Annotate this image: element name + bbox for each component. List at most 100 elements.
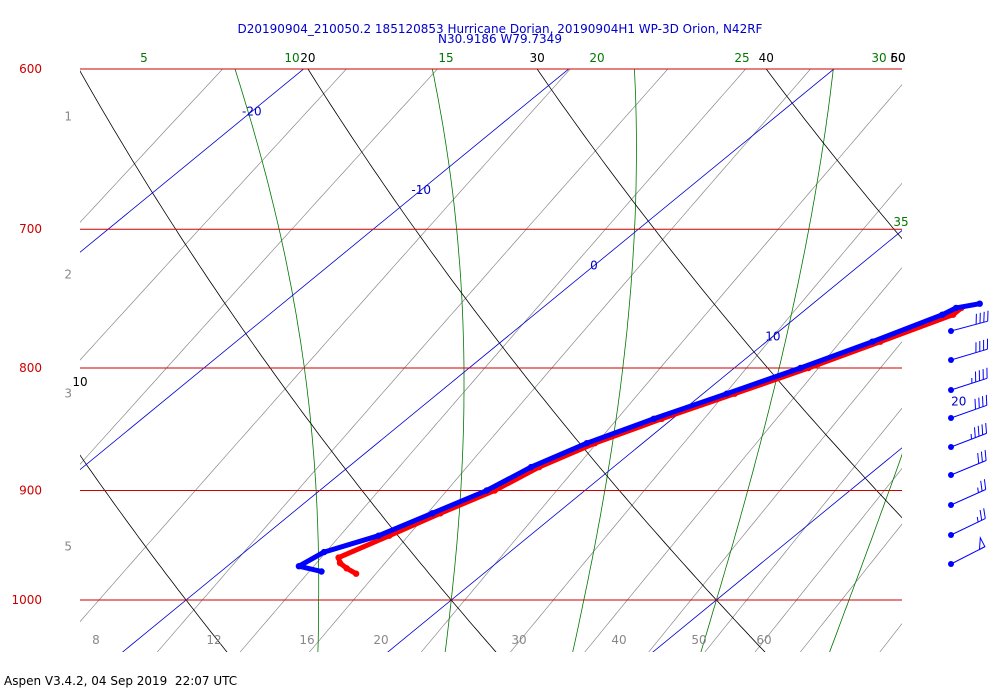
- footer-version: Aspen V3.4.2, 04 Sep 2019 22:07 UTC: [4, 674, 238, 688]
- wind-barb: [948, 394, 988, 421]
- mixing-ratio-line: [648, 341, 902, 652]
- moist-adiabat-label: 20: [589, 51, 604, 65]
- wind-barb-flag: [978, 535, 986, 551]
- isotherm-line: [387, 230, 902, 652]
- dewpoint-point: [583, 440, 590, 447]
- wind-barb: [948, 422, 987, 450]
- bottom-tick-label: 20: [373, 633, 388, 647]
- isotherm-label: -10: [411, 183, 431, 197]
- wind-barb-feather: [982, 396, 984, 407]
- mixing-ratio-line: [420, 84, 902, 652]
- wind-barb-feather: [983, 508, 986, 519]
- bottom-tick-label: 40: [611, 633, 626, 647]
- bottom-tick-label: 30: [511, 633, 526, 647]
- dewpoint-point: [650, 415, 657, 422]
- wind-barb-feather: [974, 427, 976, 438]
- height-tick-label: 5: [64, 540, 72, 554]
- wind-barb: [948, 338, 988, 363]
- temperature-line: [336, 305, 964, 577]
- temperature-point: [949, 311, 957, 318]
- wind-barb: [948, 310, 989, 334]
- sounding-series: [295, 300, 983, 577]
- dry-adiabat-label: 40: [759, 51, 774, 65]
- pressure-tick-label: 1000: [11, 593, 42, 607]
- dewpoint-point: [318, 568, 325, 575]
- dewpoint-point: [939, 311, 946, 318]
- isotherm-line: [652, 447, 902, 652]
- dry-adiabat-label: 20: [300, 51, 315, 65]
- mixing-ratio-line: [509, 182, 902, 652]
- wind-barb-feather: [977, 425, 980, 437]
- dry-adiabat-label: 50: [890, 51, 905, 65]
- wind-barb-feather: [979, 509, 983, 521]
- dry-adiabat-line: [80, 70, 497, 652]
- isotherm-label: 20: [951, 394, 966, 408]
- wind-barb-feather: [985, 394, 988, 406]
- wind-barb-feather: [974, 398, 976, 410]
- mixing-ratio-line: [80, 69, 571, 623]
- mixing-ratio-line: [308, 69, 811, 652]
- isotherm-line: [80, 69, 305, 253]
- wind-barb-feather: [985, 422, 987, 434]
- dry-adiabat-label: 10: [72, 375, 87, 389]
- temperature-point: [336, 559, 344, 567]
- mixing-ratio-line: [80, 69, 438, 465]
- wind-barb-shaft: [950, 489, 986, 506]
- mixing-ratio-line: [80, 69, 224, 223]
- dewpoint-point: [952, 304, 960, 312]
- wind-barb-shaft: [950, 404, 987, 419]
- dewpoint-point: [869, 338, 876, 345]
- wind-barb: [948, 367, 988, 393]
- mixing-ratio-line: [584, 267, 902, 652]
- temperature-point: [335, 554, 342, 561]
- height-tick-label: 3: [64, 387, 72, 401]
- wind-barb-feather: [978, 397, 980, 409]
- wind-barb-half-feather: [976, 516, 979, 523]
- moist-adiabat-label: 5: [140, 51, 148, 65]
- chart-title: D20190904_210050.2 185120853 Hurricane D…: [238, 22, 763, 36]
- wind-barb-feather: [980, 480, 983, 492]
- isotherm-line: [122, 69, 835, 652]
- dry-adiabat-line: [765, 69, 902, 240]
- dewpoint-point: [295, 563, 303, 570]
- mixing-ratio-line: [156, 69, 669, 652]
- moist-adiabat-label: 15: [438, 51, 453, 65]
- chart-subtitle: N30.9186 W79.7349: [438, 32, 562, 46]
- wind-barb-shaft: [950, 377, 988, 391]
- moist-adiabat-line: [572, 69, 637, 652]
- isotherm-line: [0, 0, 5, 699]
- moist-adiabat-label: 35: [893, 215, 908, 229]
- bottom-tick-label: 8: [92, 633, 100, 647]
- isotherm-line: [861, 0, 1000, 699]
- pressure-tick-label: 900: [19, 483, 42, 497]
- wind-barb-shaft: [950, 460, 987, 476]
- mixing-ratio-line: [799, 523, 902, 652]
- mixing-ratio-line: [239, 69, 747, 652]
- dewpoint-point: [976, 300, 983, 307]
- wind-barb-shaft: [950, 518, 986, 536]
- isotherm-label: 0: [590, 259, 598, 273]
- dry-adiabat-line: [851, 0, 1000, 699]
- bottom-tick-label: 50: [691, 633, 706, 647]
- dewpoint-point: [723, 390, 730, 397]
- moist-adiabat-line: [234, 69, 320, 652]
- wind-barb-feather: [977, 453, 980, 464]
- wind-barb-feather: [983, 479, 987, 490]
- wind-barb: [948, 479, 987, 508]
- height-tick-label: 2: [64, 267, 72, 281]
- wind-barb-half-feather: [977, 487, 979, 493]
- isotherm-label: -20: [242, 104, 262, 118]
- moist-adiabat-label: 10: [284, 51, 299, 65]
- wind-barb-feather: [984, 450, 987, 461]
- dewpoint-point: [527, 463, 535, 471]
- dewpoint-point: [320, 548, 328, 556]
- wind-barb-shaft: [950, 348, 988, 361]
- mixing-ratio-line: [879, 623, 902, 652]
- pressure-tick-label: 700: [19, 222, 42, 236]
- bottom-tick-label: 12: [206, 633, 221, 647]
- moist-adiabat-line: [829, 453, 902, 652]
- isotherm-line: [80, 69, 570, 471]
- wind-barbs: [948, 310, 989, 567]
